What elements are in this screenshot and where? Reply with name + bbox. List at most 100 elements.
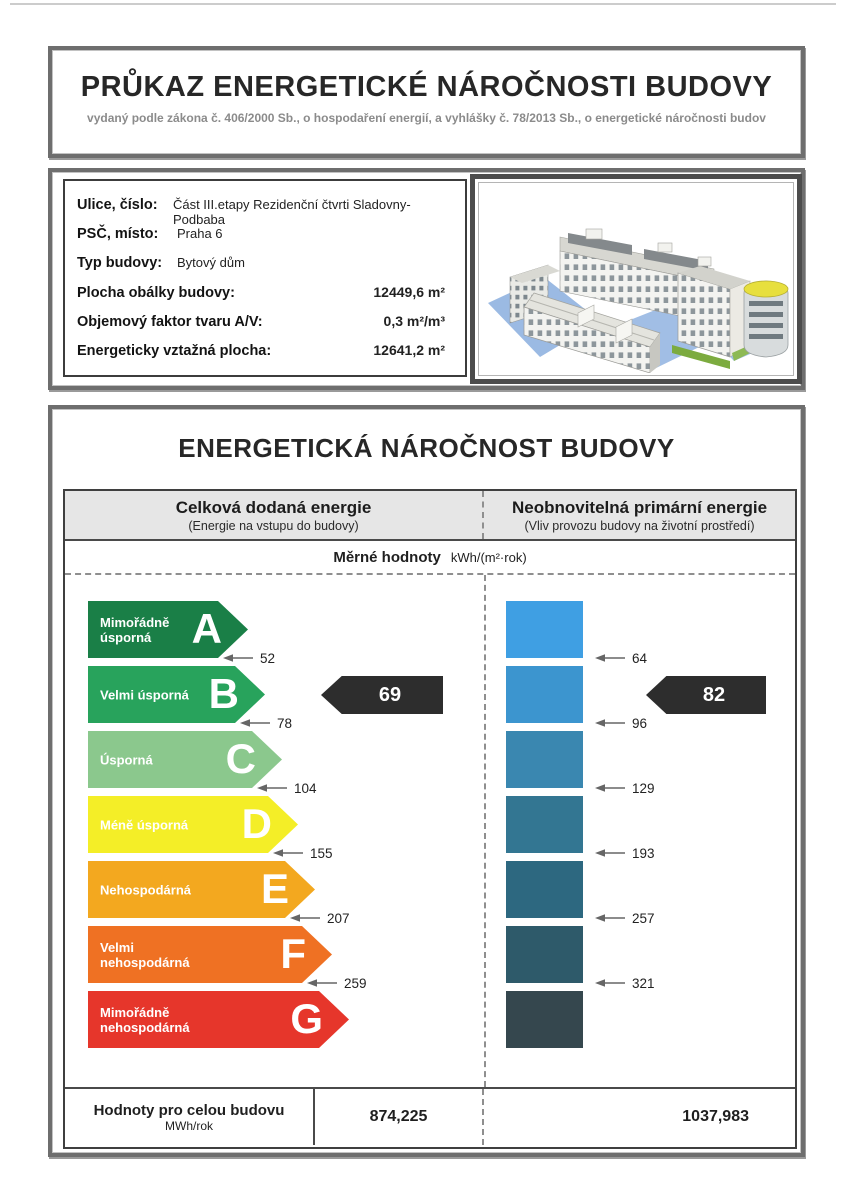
threshold-marker: 52 — [223, 650, 275, 666]
energy-class-label: Méně úsporná — [100, 817, 189, 832]
scan-top-line — [10, 3, 836, 5]
info-label: PSČ, místo: — [77, 226, 159, 242]
column-header-delivered-energy: Celková dodaná energie (Energie na vstup… — [65, 491, 484, 539]
energy-rating-table: Celková dodaná energie (Energie na vstup… — [63, 489, 797, 1149]
info-label: Objemový faktor tvaru A/V: — [77, 314, 263, 330]
info-row-street: Ulice, číslo: Část III.etapy Rezidenční … — [77, 197, 451, 227]
threshold-marker: 129 — [595, 780, 655, 796]
threshold-marker: 321 — [595, 975, 655, 991]
left-arrow-icon — [595, 719, 625, 727]
threshold-marker: 193 — [595, 845, 655, 861]
page-title: PRŮKAZ ENERGETICKÉ NÁROČNOSTI BUDOVY — [80, 71, 773, 103]
primary-energy-block-1 — [506, 601, 583, 658]
info-row-reference-area: Energeticky vztažná plocha: 12641,2 m² — [77, 342, 451, 371]
energy-class-arrow-g: Mimořádně nehospodárná G — [88, 991, 349, 1048]
totals-label: Hodnoty pro celou budovu — [93, 1101, 285, 1119]
info-label: Energeticky vztažná plocha: — [77, 343, 272, 359]
energy-class-label: Nehospodárná — [100, 882, 192, 897]
building-photo — [470, 174, 802, 384]
totals-delivered-energy-value: 874,225 — [369, 1108, 428, 1125]
threshold-marker: 64 — [595, 650, 647, 666]
specific-values-unit: kWh/(m²·rok) — [450, 549, 527, 565]
left-arrow-icon — [307, 979, 337, 987]
rating-scales-area: Mimořádně úsporná A Velmi úsporná B Úspo… — [65, 575, 795, 1087]
left-arrow-icon — [595, 914, 625, 922]
primary-energy-block-5 — [506, 861, 583, 918]
primary-energy-block-3 — [506, 731, 583, 788]
info-row-building-type: Typ budovy: Bytový dům — [77, 255, 451, 284]
threshold-value: 129 — [632, 780, 655, 796]
totals-delivered-energy-cell: 874,225 — [315, 1089, 482, 1145]
energy-class-letter: C — [225, 734, 256, 782]
energy-class-arrow-d: Méně úsporná D — [88, 796, 298, 853]
left-arrow-icon — [595, 654, 625, 662]
energy-class-letter: F — [280, 929, 306, 977]
whole-building-values-row: Hodnoty pro celou budovu MWh/rok 874,225… — [65, 1087, 795, 1145]
primary-energy-block-2 — [506, 666, 583, 723]
threshold-value: 193 — [632, 845, 655, 861]
info-row-envelope-area: Plocha obálky budovy: 12449,6 m² — [77, 284, 451, 313]
threshold-value: 321 — [632, 975, 655, 991]
energy-class-label: Velmi úsporná — [100, 687, 189, 702]
totals-label-cell: Hodnoty pro celou budovu MWh/rok — [65, 1089, 315, 1145]
threshold-value: 104 — [294, 780, 317, 796]
threshold-marker: 96 — [595, 715, 647, 731]
specific-values-row: Měrné hodnoty kWh/(m²·rok) — [65, 541, 795, 575]
info-label: Typ budovy: — [77, 255, 163, 271]
primary-energy-block-4 — [506, 796, 583, 853]
totals-primary-energy-value: 1037,983 — [682, 1108, 749, 1125]
energy-class-arrow-b: Velmi úsporná B — [88, 666, 265, 723]
info-value: Bytový dům — [177, 255, 245, 270]
specific-values-label: Měrné hodnoty — [333, 548, 441, 566]
building-info-panel: Ulice, číslo: Část III.etapy Rezidenční … — [63, 179, 467, 377]
info-value: 12641,2 m² — [373, 342, 445, 358]
energy-class-label: Úsporná — [100, 752, 153, 767]
energy-class-letter: D — [241, 799, 272, 847]
info-label: Ulice, číslo: — [77, 197, 158, 213]
info-value: Část III.etapy Rezidenční čtvrti Sladovn… — [172, 197, 411, 227]
threshold-value: 155 — [310, 845, 333, 861]
threshold-value: 257 — [632, 910, 655, 926]
certificate-header-box: PRŮKAZ ENERGETICKÉ NÁROČNOSTI BUDOVY vyd… — [48, 46, 805, 158]
column-header-primary-energy: Neobnovitelná primární energie (Vliv pro… — [484, 491, 795, 539]
left-arrow-icon — [257, 784, 287, 792]
left-arrow-icon — [290, 914, 320, 922]
energy-section-title: ENERGETICKÁ NÁROČNOST BUDOVY — [178, 433, 675, 463]
energy-class-letter: G — [290, 994, 323, 1042]
energy-class-label: Velmi nehospodárná — [100, 939, 190, 970]
energy-class-arrow-e: Nehospodárná E — [88, 861, 315, 918]
rating-value: 69 — [378, 683, 402, 706]
energy-class-label: Mimořádně úsporná — [100, 614, 170, 645]
threshold-marker: 207 — [290, 910, 350, 926]
totals-unit: MWh/rok — [165, 1118, 213, 1133]
column-title: Celková dodaná energie — [175, 497, 372, 517]
energy-class-letter: A — [191, 604, 222, 652]
left-arrow-icon — [240, 719, 270, 727]
page-subtitle: vydaný podle zákona č. 406/2000 Sb., o h… — [87, 111, 766, 125]
threshold-marker: 257 — [595, 910, 655, 926]
energy-rating-box: ENERGETICKÁ NÁROČNOST BUDOVY Celková dod… — [48, 405, 805, 1157]
column-subtitle: (Vliv provozu budovy na životní prostřed… — [524, 518, 755, 533]
info-label: Plocha obálky budovy: — [77, 285, 235, 301]
threshold-marker: 104 — [257, 780, 317, 796]
rating-value: 82 — [702, 683, 726, 706]
threshold-value: 78 — [277, 715, 293, 731]
rating-indicator-primary-energy: 82 — [646, 676, 766, 714]
energy-class-label: Mimořádně nehospodárná — [100, 1004, 190, 1035]
left-arrow-icon — [595, 849, 625, 857]
left-arrow-icon — [223, 654, 253, 662]
totals-primary-energy-cell: 1037,983 — [482, 1089, 795, 1145]
primary-energy-block-7 — [506, 991, 583, 1048]
rating-indicator-delivered-energy: 69 — [321, 676, 443, 714]
left-arrow-icon — [595, 784, 625, 792]
energy-class-arrow-a: Mimořádně úsporná A — [88, 601, 248, 658]
threshold-marker: 155 — [273, 845, 333, 861]
info-row-volume-factor: Objemový faktor tvaru A/V: 0,3 m²/m³ — [77, 313, 451, 342]
building-3d-render-icon — [488, 228, 789, 373]
info-value: 0,3 m²/m³ — [383, 313, 445, 329]
energy-class-letter: B — [208, 669, 239, 717]
info-value: 12449,6 m² — [373, 284, 445, 300]
info-row-city: PSČ, místo: Praha 6 — [77, 226, 451, 255]
threshold-value: 259 — [344, 975, 367, 991]
